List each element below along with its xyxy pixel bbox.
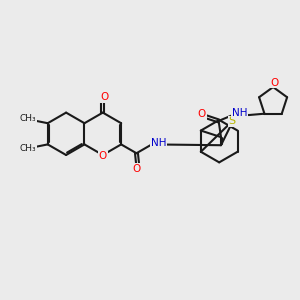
Text: O: O xyxy=(198,109,206,119)
Text: CH₃: CH₃ xyxy=(20,144,36,153)
Text: O: O xyxy=(99,152,107,161)
Text: NH: NH xyxy=(232,108,247,118)
Text: O: O xyxy=(271,78,279,88)
Text: S: S xyxy=(228,116,236,126)
Text: CH₃: CH₃ xyxy=(20,114,36,123)
Text: O: O xyxy=(100,92,108,102)
Text: NH: NH xyxy=(151,138,166,148)
Text: O: O xyxy=(132,164,141,174)
